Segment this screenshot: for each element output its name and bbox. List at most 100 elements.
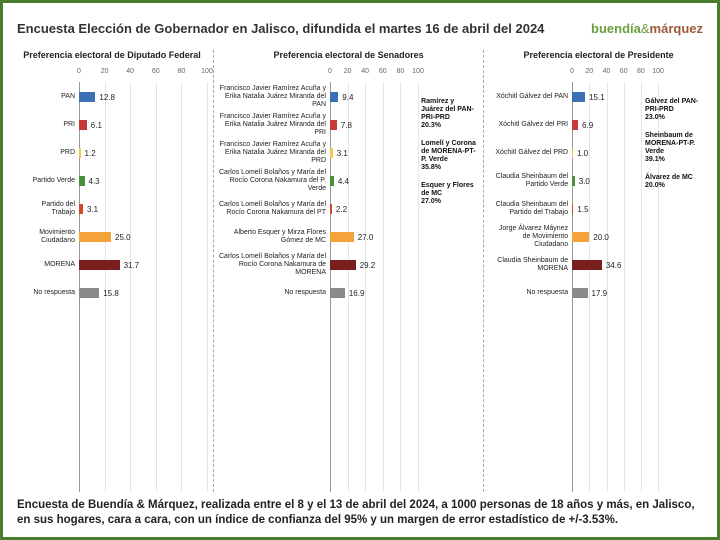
axis-tick: 0 <box>570 68 574 75</box>
annotation: Sheinbaum de MORENA-PT-P. Verde39.1% <box>645 132 701 164</box>
annotation: Lomelí y Corona de MORENA-PT-P. Verde35.… <box>421 140 477 172</box>
bar-value: 27.0 <box>358 233 374 242</box>
logo-right: márquez <box>650 21 703 36</box>
bar-zone: 25.0 <box>79 226 207 248</box>
bar <box>79 288 99 298</box>
bar-zone: 6.1 <box>79 114 207 136</box>
bar-zone: 2.2 <box>330 198 418 220</box>
bar <box>330 260 356 270</box>
axis-tick: 20 <box>344 68 352 75</box>
annotation: Ramírez y Juárez del PAN-PRI-PRD20.3% <box>421 98 477 130</box>
gridline <box>207 82 208 492</box>
bar <box>330 232 354 242</box>
row-label: Xóchitl Gálvez del PAN <box>494 93 572 101</box>
bar-row: PAN12.8 <box>17 86 207 108</box>
annotation: Gálvez del PAN-PRI-PRD23.0% <box>645 98 701 122</box>
panel-senadores: Preferencia electoral de Senadores020406… <box>213 50 484 492</box>
bar-value: 15.8 <box>103 289 119 298</box>
bar <box>79 120 87 130</box>
axis-tick: 100 <box>201 68 213 75</box>
header: Encuesta Elección de Gobernador en Jalis… <box>17 21 703 36</box>
bar-value: 34.6 <box>606 261 622 270</box>
bar-row: No respuesta16.9 <box>218 282 479 304</box>
charts-row: Preferencia electoral de Diputado Federa… <box>17 50 703 492</box>
bar <box>79 204 83 214</box>
bar-row: Alberto Esquer y Mirza Flores Gómez de M… <box>218 226 479 248</box>
brand-logo: buendía&márquez <box>591 21 703 36</box>
annotation-label: Sheinbaum de MORENA-PT-P. Verde <box>645 132 701 156</box>
row-label: Carlos Lomelí Bolaños y María del Rocío … <box>218 169 330 192</box>
axis-tick: 0 <box>328 68 332 75</box>
bar-zone: 3.1 <box>79 198 207 220</box>
panel-title: Preferencia electoral de Senadores <box>218 50 479 60</box>
bar-value: 6.9 <box>582 121 593 130</box>
axis-tick: 60 <box>152 68 160 75</box>
bar-row: Movimiento Ciudadano25.0 <box>17 226 207 248</box>
bar-row: PRI6.1 <box>17 114 207 136</box>
bar-value: 1.0 <box>577 149 588 158</box>
bar-row: No respuesta 15.8 <box>17 282 207 304</box>
annotation-value: 20.0% <box>645 182 701 190</box>
methodology-footer: Encuesta de Buendía & Márquez, realizada… <box>17 498 703 527</box>
bar <box>572 176 575 186</box>
bar <box>572 92 585 102</box>
bar <box>330 120 337 130</box>
bar-value: 1.2 <box>85 149 96 158</box>
bar-value: 9.4 <box>342 93 353 102</box>
annotation-label: Lomelí y Corona de MORENA-PT-P. Verde <box>421 140 477 164</box>
bar-rows: PAN12.8PRI6.1PRD1.2Partido Verde4.3Parti… <box>17 86 207 304</box>
main-title: Encuesta Elección de Gobernador en Jalis… <box>17 21 544 36</box>
bar <box>79 260 120 270</box>
bar-value: 4.3 <box>89 177 100 186</box>
bar-zone: 1.2 <box>79 142 207 164</box>
bar-zone: 34.6 <box>572 254 658 276</box>
bar-zone: 16.9 <box>330 282 418 304</box>
bar-zone: 29.2 <box>330 254 418 276</box>
axis-tick: 80 <box>637 68 645 75</box>
bar <box>79 232 111 242</box>
chart-area: 020406080100Francisco Javier Ramírez Acu… <box>218 68 479 492</box>
bar <box>572 148 573 158</box>
row-label: Xóchitl Gálvez del PRI <box>494 121 572 129</box>
bar <box>79 148 81 158</box>
bar-zone: 3.1 <box>330 142 418 164</box>
bar-value: 2.2 <box>336 205 347 214</box>
bar-value: 31.7 <box>124 261 140 270</box>
bar-zone: 27.0 <box>330 226 418 248</box>
bar-value: 4.4 <box>338 177 349 186</box>
x-axis: 020406080100 <box>330 68 418 82</box>
axis-tick: 80 <box>177 68 185 75</box>
bar <box>572 260 602 270</box>
bar <box>572 120 578 130</box>
bar-row: Claudia Sheinbaum del Partido del Trabaj… <box>494 198 703 220</box>
row-label: Partido del Trabajo <box>17 201 79 216</box>
row-label: Alberto Esquer y Mirza Flores Gómez de M… <box>218 229 330 244</box>
row-label: Jorge Álvarez Máynez de Movimiento Ciuda… <box>494 225 572 248</box>
bar-row: Partido Verde 4.3 <box>17 170 207 192</box>
row-label: No respuesta <box>17 289 79 297</box>
bar <box>572 204 573 214</box>
axis-tick: 100 <box>412 68 424 75</box>
bar-zone: 7.8 <box>330 114 418 136</box>
annotation-label: Gálvez del PAN-PRI-PRD <box>645 98 701 114</box>
row-label: Partido Verde <box>17 177 79 185</box>
row-label: Carlos Lomelí Bolaños y María del Rocío … <box>218 201 330 216</box>
axis-tick: 60 <box>620 68 628 75</box>
axis-tick: 60 <box>379 68 387 75</box>
bar-zone: 15.8 <box>79 282 207 304</box>
bar-zone: 17.9 <box>572 282 658 304</box>
x-axis: 020406080100 <box>79 68 207 82</box>
annotation-value: 39.1% <box>645 156 701 164</box>
bar-value: 20.0 <box>593 233 609 242</box>
annotation-value: 27.0% <box>421 198 477 206</box>
panel-title: Preferencia electoral de Diputado Federa… <box>17 50 207 60</box>
bar <box>330 92 338 102</box>
x-axis: 020406080100 <box>572 68 658 82</box>
bar <box>79 176 85 186</box>
annotation-value: 23.0% <box>645 114 701 122</box>
bar-row: Jorge Álvarez Máynez de Movimiento Ciuda… <box>494 226 703 248</box>
logo-left: buendía <box>591 21 641 36</box>
axis-tick: 20 <box>101 68 109 75</box>
row-label: Francisco Javier Ramírez Acuña y Erika N… <box>218 85 330 108</box>
bar-zone: 12.8 <box>79 86 207 108</box>
